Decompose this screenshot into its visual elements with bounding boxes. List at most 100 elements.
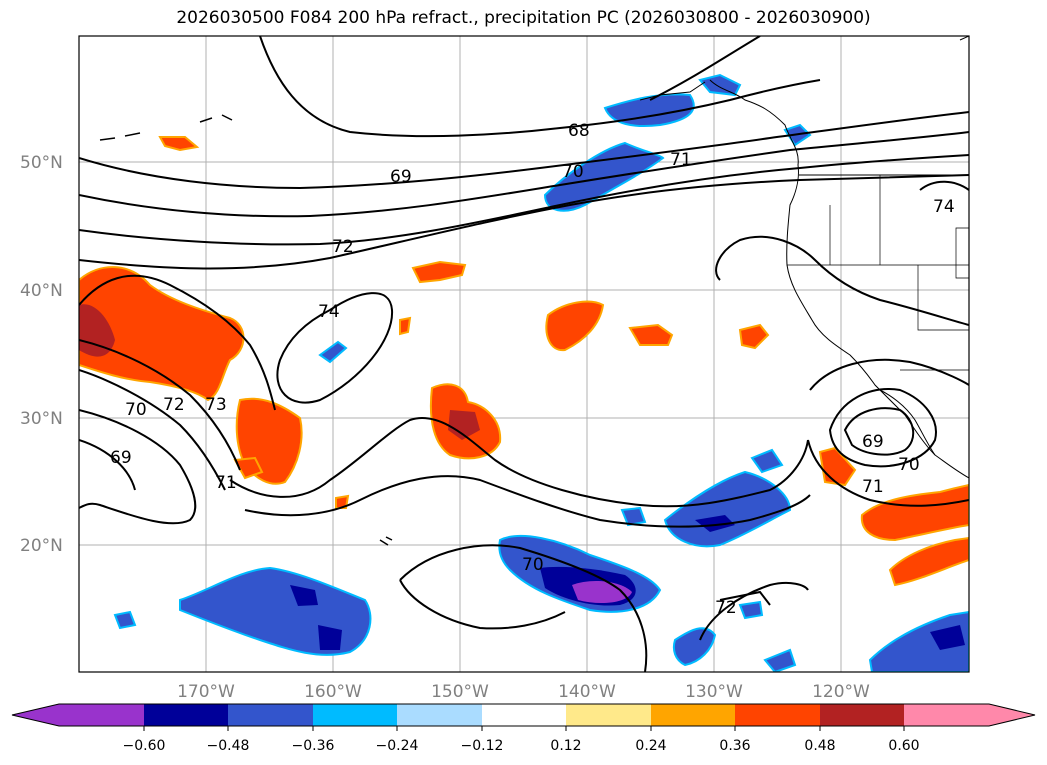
map-title: 2026030500 F084 200 hPa refract., precip… [176, 8, 871, 28]
contour-line [244, 475, 811, 528]
colorbar-outline [11, 703, 1036, 727]
contour-label: 72 [332, 237, 354, 257]
colorbar-tick-label: −0.48 [207, 738, 250, 754]
colorbar-tick-label: −0.60 [123, 738, 166, 754]
contour-line [399, 544, 648, 672]
contour-line [79, 369, 226, 491]
precip-positive-region [411, 260, 467, 284]
contour-line [843, 407, 915, 456]
contour-line [79, 131, 969, 218]
precip-positive-region [738, 323, 770, 350]
colorbar-tick-label: −0.12 [461, 738, 504, 754]
contour-label: 71 [215, 473, 237, 493]
contour-label: 71 [670, 150, 692, 170]
precip-positive-region [233, 456, 264, 480]
lon-tick-label: 160°W [304, 682, 362, 702]
colorbar-segment [651, 704, 735, 726]
precip-positive-region [860, 483, 969, 542]
lon-tick-label: 120°W [812, 682, 870, 702]
contour-label: 70 [522, 555, 544, 575]
contour-label: 74 [318, 302, 340, 322]
colorbar-tick-label: 0.36 [719, 738, 750, 754]
contour-line [79, 174, 969, 270]
colorbar: −0.60 −0.48 −0.36 −0.24 −0.12 0.12 0.24 … [11, 703, 1036, 754]
precip-negative-region [603, 93, 695, 128]
precip-negative-region [672, 627, 717, 667]
contour-line [919, 180, 969, 191]
precip-positive-region [399, 316, 412, 336]
precip-negative-region [318, 340, 348, 364]
contour-line [79, 339, 241, 471]
map-frame [78, 35, 970, 673]
precip-negative-region [868, 610, 969, 672]
contour-line [828, 388, 937, 468]
precip-negative-region-extreme [572, 580, 632, 604]
contour-label: 70 [562, 162, 584, 182]
precip-negative-region-strong [290, 585, 318, 606]
lon-tick-label: 140°W [558, 682, 616, 702]
contour-line [649, 36, 761, 101]
precip-positive-region [158, 136, 200, 152]
precip-positive-region [335, 494, 350, 509]
colorbar-segment [59, 704, 144, 726]
precip-negative-region-strong [695, 515, 735, 532]
colorbar-extend-low [12, 704, 59, 726]
coastlines [99, 36, 969, 546]
precip-negative-region [738, 600, 764, 620]
contour-line [79, 111, 969, 190]
contour-line [229, 417, 809, 508]
colorbar-segment [904, 704, 989, 726]
contour-line [259, 36, 821, 138]
colorbar-tick-label: 0.12 [550, 738, 581, 754]
contour-label: 69 [862, 432, 884, 452]
precip-strong-region [79, 304, 115, 357]
colorbar-segment [144, 704, 228, 726]
colorbar-segment [820, 704, 904, 726]
latitude-labels: 50°N 40°N 30°N 20°N [20, 153, 63, 556]
contour-label: 69 [390, 167, 412, 187]
colorbar-tick-label: 0.48 [804, 738, 835, 754]
contour-labels: 68 69 70 71 72 74 69 70 72 73 71 69 70 7… [110, 121, 955, 618]
precip-negative-region [763, 648, 797, 672]
contour-line [715, 235, 969, 326]
lat-tick-label: 20°N [20, 536, 63, 556]
colorbar-tick-label: 0.24 [635, 738, 666, 754]
precip-negative-region [543, 141, 665, 212]
precip-negative-region [750, 448, 784, 474]
contour-label: 68 [568, 121, 590, 141]
lat-tick-label: 30°N [20, 409, 63, 429]
precip-positive-region [79, 266, 245, 402]
colorbar-segment [397, 704, 482, 726]
contour-label: 70 [125, 400, 147, 420]
colorbar-segment [735, 704, 820, 726]
contour-line [719, 590, 771, 606]
precip-negative-region-strong [318, 625, 342, 650]
contour-line [699, 581, 809, 641]
contour-label: 69 [110, 448, 132, 468]
contour-line [276, 292, 394, 404]
precip-positive-region [628, 323, 674, 346]
colorbar-extend-high [989, 704, 1035, 726]
colorbar-tick-label: 0.60 [888, 738, 919, 754]
precip-positive-region [888, 536, 969, 587]
contour-line [809, 358, 969, 391]
refractivity-contours [79, 36, 969, 672]
contour-line [399, 579, 566, 630]
contour-label: 74 [933, 197, 955, 217]
contour-label: 72 [715, 598, 737, 618]
precip-negative-region [113, 610, 137, 630]
precip-strong-region [448, 410, 480, 440]
precip-positive-region [545, 300, 605, 352]
colorbar-segment [482, 704, 566, 726]
contour-line [79, 274, 276, 411]
positive-anomaly-regions [79, 136, 969, 587]
lat-tick-label: 50°N [20, 153, 63, 173]
colorbar-tick-label: −0.36 [292, 738, 335, 754]
contour-label: 72 [163, 395, 185, 415]
longitude-labels: 170°W 160°W 150°W 140°W 130°W 120°W [177, 682, 870, 702]
lon-tick-label: 170°W [177, 682, 235, 702]
contour-label: 73 [205, 395, 227, 415]
contour-line [807, 439, 969, 507]
lon-tick-label: 130°W [685, 682, 743, 702]
